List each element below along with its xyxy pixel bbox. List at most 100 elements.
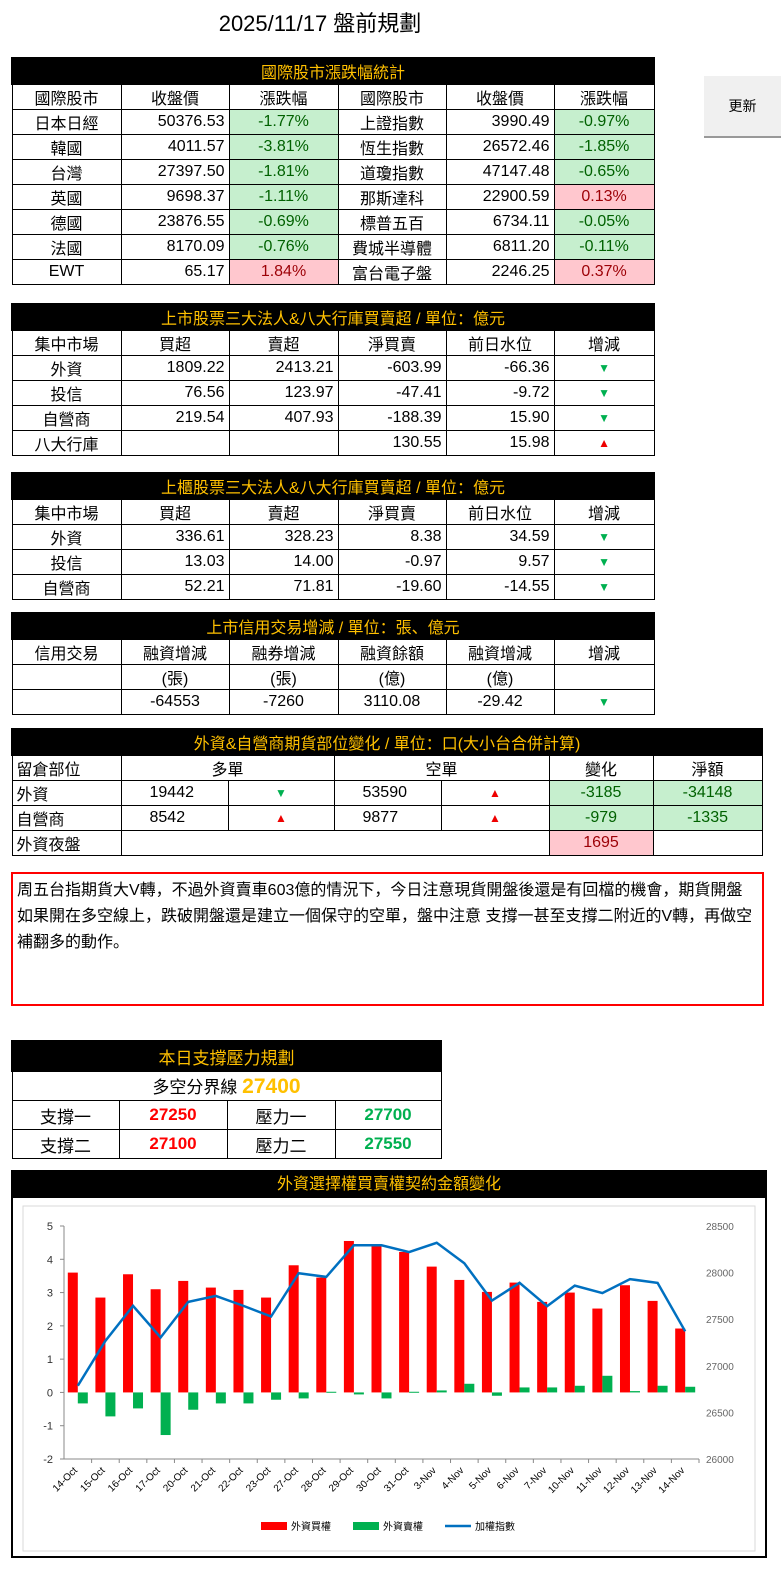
cell: 34.59 bbox=[445, 524, 555, 550]
table-row: 支撐一 27250 壓力一 27700 bbox=[11, 1100, 442, 1130]
market-name: 富台電子盤 bbox=[337, 259, 447, 285]
cell: 投信 bbox=[11, 549, 122, 575]
put-bar bbox=[685, 1386, 696, 1393]
put-bar bbox=[105, 1392, 116, 1417]
table-row: 台灣 27397.50 -1.81% 道瓊指數 47147.48 -0.65% bbox=[11, 159, 655, 185]
cell: -0.97 bbox=[337, 549, 447, 575]
legend-swatch bbox=[353, 1522, 379, 1530]
legend-label: 外資賣權 bbox=[383, 1520, 423, 1533]
table-row: 投信 76.56 123.97 -47.41 -9.72 ▼ bbox=[11, 380, 655, 406]
column-header: 增減 bbox=[553, 329, 655, 356]
pivot-value: 27400 bbox=[242, 1075, 301, 1098]
call-bar bbox=[537, 1301, 548, 1393]
call-bar bbox=[123, 1274, 134, 1393]
call-bar bbox=[592, 1308, 603, 1393]
y-tick-left: 0 bbox=[47, 1387, 53, 1399]
column-header: 信用交易 bbox=[11, 638, 122, 665]
unit-label bbox=[11, 664, 122, 690]
column-header: 淨買賣 bbox=[337, 498, 447, 525]
cell: 8542 bbox=[120, 805, 229, 831]
put-bar bbox=[160, 1392, 171, 1436]
table-row: 英國 9698.37 -1.11% 那斯達科 22900.59 0.13% bbox=[11, 184, 655, 210]
y-tick-left: -1 bbox=[43, 1421, 53, 1433]
change-percent: 0.37% bbox=[553, 259, 655, 285]
column-header: 賣超 bbox=[228, 498, 339, 525]
column-header: 變化 bbox=[548, 754, 654, 781]
up-arrow-icon: ▲ bbox=[227, 805, 335, 831]
table-row: 留倉部位 多單 空單 變化 淨額 bbox=[11, 754, 763, 781]
level-label: 壓力一 bbox=[226, 1100, 336, 1130]
down-arrow-icon: ▼ bbox=[553, 355, 655, 381]
cell: 130.55 bbox=[337, 430, 447, 456]
call-bar bbox=[67, 1272, 78, 1393]
change-percent: -1.85% bbox=[553, 134, 655, 160]
unit-label: (張) bbox=[228, 664, 339, 690]
market-name: 費城半導體 bbox=[337, 234, 447, 260]
put-bar bbox=[188, 1392, 199, 1410]
put-bar bbox=[574, 1385, 585, 1393]
cell: 71.81 bbox=[228, 574, 339, 600]
plot-frame bbox=[22, 1205, 756, 1552]
change-percent: -0.65% bbox=[553, 159, 655, 185]
margin-trading-table: 上市信用交易增減 / 單位：張、億元 信用交易 融資增減 融券增減 融資餘額 融資增減 增減… bbox=[11, 612, 655, 715]
y-tick-left: 3 bbox=[47, 1288, 53, 1300]
column-header: 收盤價 bbox=[120, 83, 230, 110]
put-bar bbox=[243, 1392, 254, 1404]
cell: 外資 bbox=[11, 355, 122, 381]
table-row: 集中市場 買超 賣超 淨買賣 前日水位 增減 bbox=[11, 329, 655, 356]
close-price: 6811.20 bbox=[445, 234, 555, 260]
table-row: 自營商 8542 ▲ 9877 ▲ -979 -1335 bbox=[11, 805, 763, 831]
cell: 19442 bbox=[120, 780, 229, 806]
column-header: 增減 bbox=[553, 638, 655, 665]
table-row: 法國 8170.09 -0.76% 費城半導體 6811.20 -0.11% bbox=[11, 234, 655, 260]
table-row: 自營商 52.21 71.81 -19.60 -14.55 ▼ bbox=[11, 574, 655, 600]
market-name: 韓國 bbox=[11, 134, 122, 160]
cell: -188.39 bbox=[337, 405, 447, 431]
column-header: 買超 bbox=[120, 498, 230, 525]
cell: 14.00 bbox=[228, 549, 339, 575]
cell: 336.61 bbox=[120, 524, 230, 550]
close-price: 47147.48 bbox=[445, 159, 555, 185]
call-bar bbox=[261, 1297, 272, 1393]
pivot-row: 多空分界線 27400 bbox=[11, 1070, 442, 1101]
call-bar bbox=[343, 1240, 354, 1393]
change-percent: -0.76% bbox=[228, 234, 339, 260]
table-row: 外資&自營商期貨部位變化 / 單位：口(大小台合併計算) bbox=[10, 728, 764, 756]
level-label: 支撐二 bbox=[11, 1129, 120, 1159]
cell: 407.93 bbox=[228, 405, 339, 431]
table-row: 外資夜盤 1695 bbox=[11, 830, 763, 856]
cell: 外資 bbox=[11, 524, 122, 550]
cell: -66.36 bbox=[445, 355, 555, 381]
up-arrow-icon: ▲ bbox=[553, 430, 655, 456]
table-row: 上市股票三大法人&八大行庫買賣超 / 單位：億元 bbox=[10, 303, 656, 331]
cell: 外資夜盤 bbox=[11, 830, 122, 856]
refresh-button[interactable]: 更新 bbox=[704, 76, 781, 138]
market-name: 台灣 bbox=[11, 159, 122, 185]
change-percent: -0.11% bbox=[553, 234, 655, 260]
table-title: 上市股票三大法人&八大行庫買賣超 / 單位：億元 bbox=[10, 303, 656, 331]
put-bar bbox=[436, 1390, 447, 1393]
chart-svg: 5 4 3 2 1 0 -1 -2 28500 28000 27500 27000 26500 26000… bbox=[22, 1205, 756, 1552]
options-chart: 外資選擇權買賣權契約金額變化 5 4 3 2 1 0 -1 -2 28500 28000 27500… bbox=[11, 1170, 767, 1558]
y-tick-left: 2 bbox=[47, 1321, 53, 1333]
pivot-cell: 多空分界線 27400 bbox=[11, 1070, 442, 1101]
change-percent: -3.81% bbox=[228, 134, 339, 160]
cell: 9877 bbox=[333, 805, 442, 831]
call-bar bbox=[675, 1328, 686, 1393]
market-name: 恆生指數 bbox=[337, 134, 447, 160]
level-label: 支撐一 bbox=[11, 1100, 120, 1130]
put-bar bbox=[629, 1391, 640, 1393]
change-percent: -1.77% bbox=[228, 109, 339, 135]
otc-institutional-table: 上櫃股票三大法人&八大行庫買賣超 / 單位：億元 集中市場 買超 賣超 淨買賣 前日水位增… bbox=[10, 472, 656, 600]
call-bar bbox=[150, 1289, 161, 1393]
close-price: 26572.46 bbox=[445, 134, 555, 160]
close-price: 50376.53 bbox=[120, 109, 230, 135]
market-name: 上證指數 bbox=[337, 109, 447, 135]
support-value: 27100 bbox=[118, 1129, 228, 1159]
market-name: 標普五百 bbox=[337, 209, 447, 235]
column-header: 融資餘額 bbox=[337, 638, 447, 665]
cell: 15.98 bbox=[445, 430, 555, 456]
table-row: 投信 13.03 14.00 -0.97 9.57 ▼ bbox=[11, 549, 655, 575]
table-title: 國際股市漲跌幅統計 bbox=[10, 57, 656, 85]
down-arrow-icon: ▼ bbox=[553, 380, 655, 406]
